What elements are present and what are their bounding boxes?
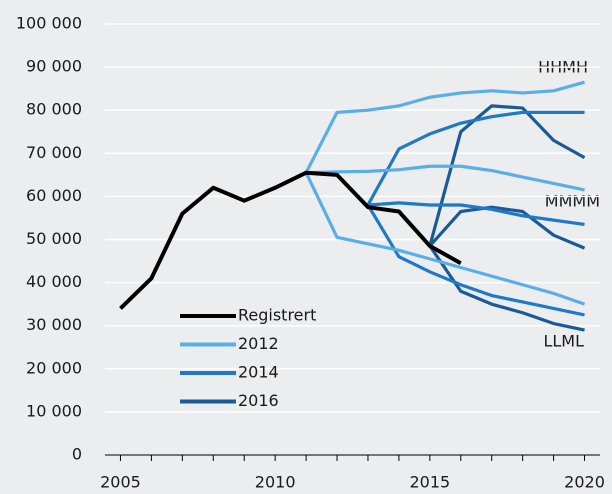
legend-label: 2016 — [238, 391, 279, 410]
annotation: LLML — [543, 332, 584, 351]
y-tick-label: 40 000 — [26, 272, 82, 291]
x-tick-label: 2005 — [100, 473, 141, 492]
legend-label: 2014 — [238, 363, 279, 382]
plot: 0 10 000 20 000 30 000 40 000 50 000 60 000 70 … — [16, 14, 605, 492]
y-tick-label: 20 000 — [26, 358, 82, 377]
y-tick-label: 70 000 — [26, 143, 82, 162]
y-tick-label: 60 000 — [26, 186, 82, 205]
series-line — [119, 170, 462, 310]
series-line — [366, 110, 585, 206]
y-tick-label: 30 000 — [26, 315, 82, 334]
y-tick-label: 0 — [72, 445, 82, 464]
x-tick-label: 2015 — [409, 473, 450, 492]
x-tick-label: 2020 — [564, 473, 605, 492]
x-tick-label: 2010 — [255, 473, 296, 492]
y-tick-label: 50 000 — [26, 229, 82, 248]
series-line — [304, 172, 586, 306]
y-tick-label: 100 000 — [16, 14, 82, 33]
series-line — [367, 201, 585, 226]
legend-label: Registrert — [238, 306, 316, 325]
series-line — [428, 205, 586, 250]
y-tick-label: 90 000 — [26, 57, 82, 76]
annotation: MMMM — [545, 192, 600, 211]
legend-label: 2012 — [238, 334, 279, 353]
series-line — [428, 104, 586, 247]
y-tick-label: 10 000 — [26, 401, 82, 420]
y-tick-label: 80 000 — [26, 100, 82, 119]
series-line — [306, 164, 585, 192]
series-line — [304, 80, 585, 174]
series-line — [366, 204, 585, 317]
